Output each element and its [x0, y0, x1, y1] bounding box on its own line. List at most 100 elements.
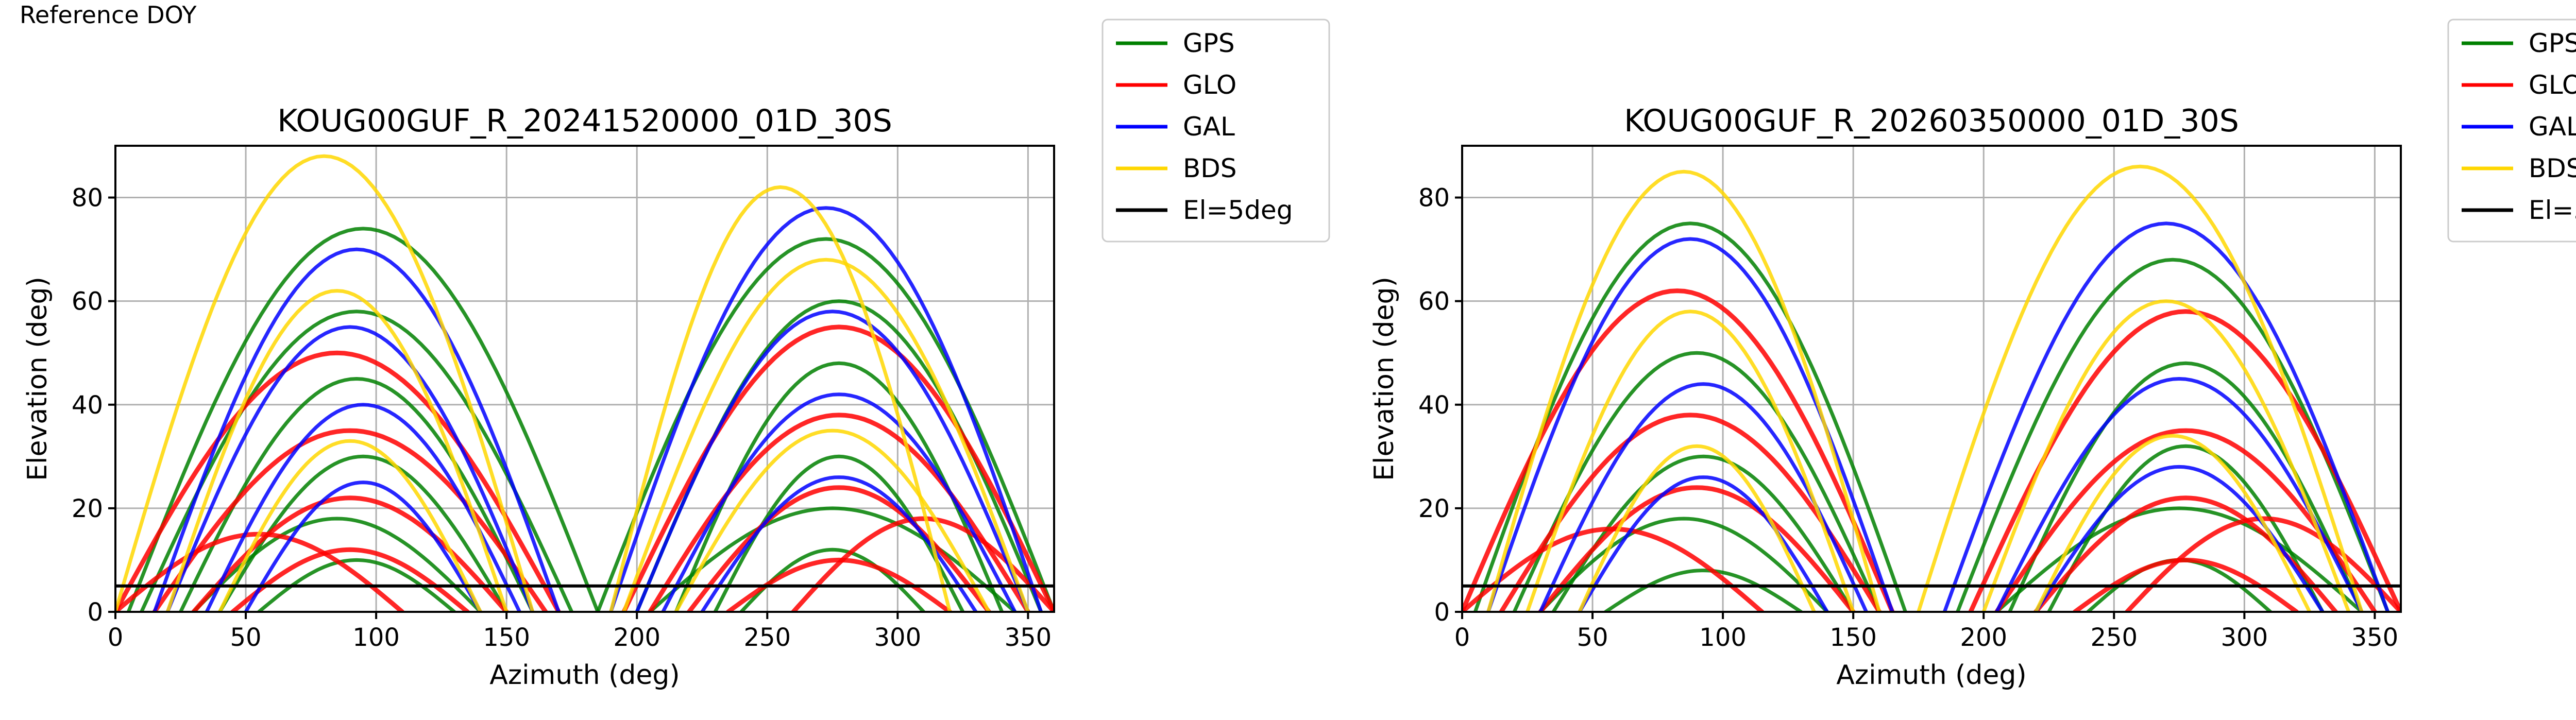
series-glo-track: [230, 547, 470, 612]
right-chart: 0 50 100 150 200 250 300 350 0 20 40 60 80 KOUG00GUF_…: [1369, 19, 2576, 691]
y-tick-label: 60: [1418, 287, 1450, 316]
left-chart: 0 50 100 150 200 250 300 350 0 20 40 60 80 KOUG00GUF_…: [22, 19, 1330, 691]
series-gal-track: [635, 310, 1030, 612]
y-tick-label: 0: [1434, 598, 1450, 627]
series-glo-track: [648, 413, 1030, 612]
legend-entry: GAL: [1183, 112, 1235, 142]
x-tick-label: 300: [874, 623, 922, 652]
x-tick-label: 350: [2351, 623, 2399, 652]
series-bds-track: [1526, 310, 1855, 612]
x-tick-label: 250: [743, 623, 791, 652]
series-gps-track: [140, 310, 574, 612]
legend-entry: BDS: [2529, 153, 2576, 183]
series-glo-track: [1538, 485, 1856, 612]
series-bds-track: [1981, 299, 2351, 612]
legend: GPS GLO GAL BDS El=5deg: [1101, 19, 1330, 243]
y-tick-label: 80: [1418, 184, 1450, 213]
legend-entry: GLO: [1183, 70, 1236, 100]
series-bds-track: [1486, 169, 1882, 612]
x-tick-label: 350: [1005, 623, 1052, 652]
series-gps-track: [1995, 506, 2364, 612]
y-tick-label: 20: [72, 494, 103, 523]
series-bds-track: [674, 428, 991, 612]
y-axis-label: Elevation (deg): [22, 277, 53, 481]
chart-title: KOUG00GUF_R_20241520000_01D_30S: [277, 103, 892, 139]
series-glo-track: [1968, 309, 2401, 612]
series-bds-track: [2033, 434, 2312, 612]
series-gal-track: [2033, 465, 2325, 612]
series-gal-track: [1995, 376, 2364, 612]
series-gal-track: [1942, 221, 2390, 612]
legend-entry: BDS: [1183, 153, 1237, 183]
series-bds-track: [1917, 164, 2364, 612]
chart-title: KOUG00GUF_R_20260350000_01D_30S: [1624, 103, 2239, 139]
series-gal-track: [152, 247, 561, 612]
x-axis-label: Azimuth (deg): [489, 660, 680, 691]
y-axis-label: Elevation (deg): [1369, 277, 1400, 481]
series-gps-track: [1551, 454, 1855, 612]
x-tick-label: 0: [1454, 623, 1470, 652]
legend-entry: GPS: [1183, 28, 1235, 58]
series-gal-track: [165, 325, 535, 612]
series-bds-track: [622, 258, 1030, 612]
series-gps-track: [2047, 444, 2325, 612]
x-tick-label: 100: [1699, 623, 1747, 652]
legend-entry: GAL: [2529, 112, 2576, 142]
series-bds-track: [1578, 444, 1816, 612]
axes-frame: [114, 145, 1055, 613]
x-tick-label: 250: [2090, 623, 2138, 652]
series-bds-track: [609, 185, 952, 612]
y-tick-label: 0: [87, 598, 103, 627]
series-bds-track: [115, 154, 535, 612]
x-tick-label: 50: [230, 623, 262, 652]
series-gps-track: [2008, 361, 2364, 612]
series-gal-track: [205, 403, 521, 612]
y-tick-label: 80: [72, 184, 103, 213]
x-tick-label: 100: [352, 623, 400, 652]
x-tick-label: 150: [1829, 623, 1877, 652]
x-tick-label: 0: [108, 623, 124, 652]
legend-box: [2447, 19, 2576, 243]
series-glo-track: [686, 485, 991, 612]
series-gps-track: [1603, 569, 1803, 612]
series-gal-track: [661, 392, 1017, 612]
legend: GPS GLO GAL BDS El=5deg: [2447, 19, 2576, 243]
series-gps-track: [126, 227, 600, 612]
y-tick-label: 60: [72, 287, 103, 316]
series-gal-track: [700, 475, 978, 612]
legend-entry: El=5deg: [1183, 195, 1293, 225]
x-tick-label: 200: [613, 623, 660, 652]
series-glo-track: [1462, 526, 1765, 612]
y-tick-label: 40: [1418, 391, 1450, 420]
x-axis-label: Azimuth (deg): [1836, 660, 2026, 691]
series-glo-track: [1994, 428, 2377, 612]
series-bds-track: [217, 439, 483, 612]
series-glo-track: [191, 495, 509, 612]
series-gal-track: [244, 481, 483, 612]
series-gal-track: [1578, 475, 1829, 612]
legend-entry: El=5deg: [2529, 195, 2576, 225]
x-tick-label: 50: [1577, 623, 1608, 652]
series-gps-track: [1538, 517, 1829, 612]
series-glo-track: [621, 324, 1054, 612]
axes-frame: [1461, 145, 2402, 613]
series-glo-track: [2125, 516, 2401, 612]
series-glo-track: [115, 350, 561, 612]
x-tick-label: 200: [1960, 623, 2007, 652]
legend-box: [1101, 19, 1330, 243]
series-glo-track: [152, 428, 548, 612]
reference-doy-label: Reference DOY: [20, 1, 197, 29]
x-tick-label: 150: [483, 623, 530, 652]
x-tick-label: 300: [2221, 623, 2268, 652]
series-bds-track: [165, 289, 509, 612]
series-gps-track: [596, 237, 1054, 612]
y-tick-label: 20: [1418, 494, 1450, 523]
series-glo-track: [1499, 413, 1882, 612]
y-tick-label: 40: [72, 391, 103, 420]
legend-entry: GPS: [2529, 28, 2576, 58]
series-gps-track: [648, 506, 1017, 612]
plot-area: [1462, 164, 2401, 612]
legend-entry: GLO: [2529, 70, 2576, 100]
plot-area: [115, 154, 1054, 612]
